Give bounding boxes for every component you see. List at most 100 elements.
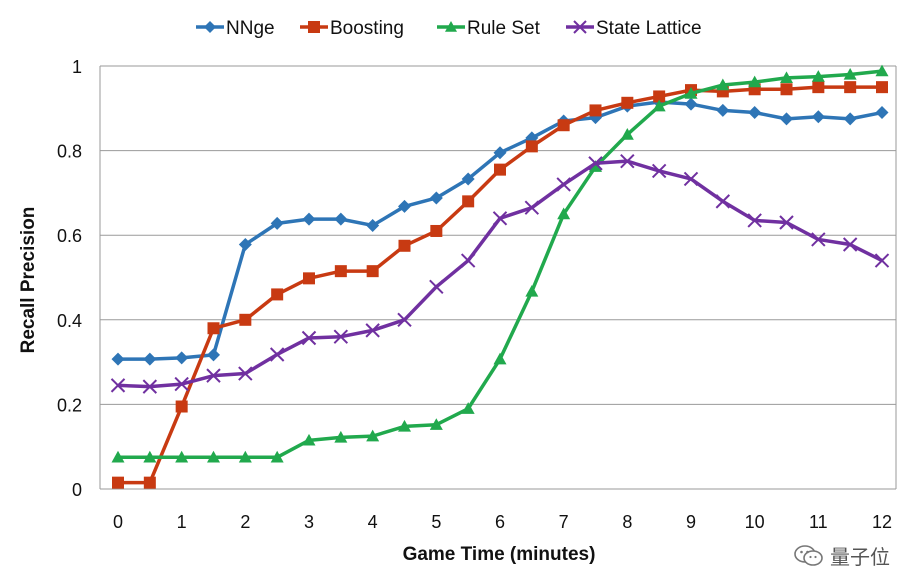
data-point	[175, 400, 188, 413]
data-point	[238, 366, 253, 381]
x-tick-label: 9	[686, 512, 696, 532]
data-point	[302, 433, 316, 446]
series-rule-set	[111, 64, 889, 463]
data-point	[366, 429, 380, 442]
x-tick-label: 10	[745, 512, 765, 532]
data-point	[398, 419, 411, 432]
x-tick-label: 7	[559, 512, 569, 532]
data-point	[876, 81, 888, 94]
data-point	[207, 450, 220, 463]
x-tick-label: 5	[431, 512, 441, 532]
data-point	[684, 97, 698, 111]
data-point	[460, 253, 476, 268]
data-point	[811, 232, 826, 247]
series-state-lattice	[110, 153, 890, 394]
data-point	[573, 20, 587, 34]
legend-item: Rule Set	[437, 18, 541, 39]
data-point	[525, 284, 539, 297]
x-tick-label: 0	[113, 512, 123, 532]
series-line	[118, 69, 883, 460]
data-point	[239, 313, 252, 326]
data-point	[589, 104, 602, 117]
legend-item: NNge	[196, 18, 275, 39]
data-point	[748, 106, 762, 120]
data-point	[175, 450, 189, 463]
data-point	[716, 78, 730, 91]
data-point	[811, 110, 825, 124]
x-tick-label: 1	[177, 512, 187, 532]
y-tick-label: 0.4	[57, 311, 82, 331]
x-tick-label: 8	[622, 512, 632, 532]
y-tick-label: 1	[72, 57, 82, 77]
y-tick-label: 0.8	[57, 142, 82, 162]
data-point	[143, 352, 157, 366]
data-point	[524, 200, 540, 215]
data-point	[366, 218, 380, 232]
data-point	[620, 128, 634, 140]
x-tick-label: 6	[495, 512, 505, 532]
data-point	[206, 368, 221, 383]
data-point	[430, 224, 443, 237]
y-tick-label: 0.2	[57, 395, 82, 415]
data-point	[366, 265, 379, 278]
data-point	[303, 272, 315, 285]
data-point	[875, 64, 889, 77]
data-point	[843, 67, 857, 80]
watermark: 量子位	[794, 541, 890, 570]
wechat-icon	[794, 544, 823, 566]
legend-label: Rule Set	[467, 18, 541, 39]
data-point	[780, 83, 793, 96]
data-point	[271, 288, 284, 301]
data-point	[494, 163, 506, 176]
data-point	[269, 347, 285, 362]
axis-layer: 00.20.40.60.810 1 2 3 4 5 6 7 8 9 10 11 12	[57, 57, 892, 532]
legend-label: State Lattice	[596, 18, 702, 39]
data-point	[301, 330, 317, 346]
data-point	[334, 265, 347, 278]
data-point	[492, 211, 508, 226]
data-point	[557, 207, 571, 220]
data-point	[780, 112, 793, 126]
data-point	[683, 171, 699, 187]
data-point	[874, 253, 890, 268]
data-point	[588, 156, 603, 171]
legend-item: Boosting	[300, 18, 404, 39]
data-point	[112, 476, 124, 489]
data-point	[302, 212, 316, 226]
data-point	[333, 329, 349, 344]
data-point	[429, 418, 443, 430]
data-point	[111, 450, 125, 463]
data-point	[398, 199, 411, 213]
data-point	[651, 163, 667, 179]
data-point	[811, 70, 825, 82]
data-point	[270, 216, 284, 230]
y-tick-label: 0	[72, 480, 82, 500]
data-point	[111, 352, 125, 366]
data-point	[652, 99, 666, 112]
data-point	[334, 212, 348, 226]
data-point	[875, 106, 889, 120]
data-point	[270, 450, 284, 463]
data-point	[398, 239, 411, 252]
data-point	[748, 75, 762, 88]
data-point	[445, 21, 457, 32]
data-point	[684, 86, 698, 99]
y-tick-label: 0.6	[57, 226, 82, 246]
data-point	[110, 378, 126, 393]
data-point	[779, 215, 794, 230]
data-point	[493, 352, 507, 365]
data-point	[557, 119, 570, 132]
data-point	[334, 430, 348, 443]
data-point	[143, 476, 156, 489]
x-tick-label: 12	[872, 512, 892, 532]
data-point	[589, 160, 602, 172]
x-tick-label: 11	[809, 512, 828, 532]
legend-item: State Lattice	[566, 18, 702, 39]
data-point	[842, 237, 858, 252]
data-point	[207, 348, 220, 362]
legend: NNge Boosting Rule Set State Lattice	[196, 18, 702, 39]
data-point	[493, 146, 507, 160]
data-point	[462, 195, 475, 208]
grid-layer	[99, 65, 897, 490]
